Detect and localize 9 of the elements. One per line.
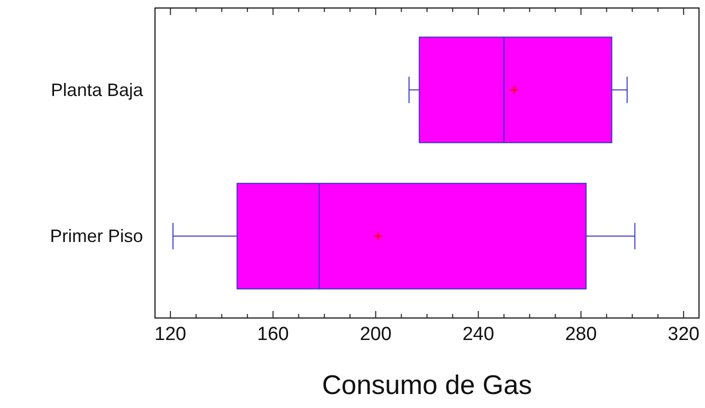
x-tick-label: 320 bbox=[668, 324, 700, 345]
x-tick-label: 240 bbox=[462, 324, 494, 345]
x-tick-label: 280 bbox=[565, 324, 597, 345]
y-tick-label: Planta Baja bbox=[50, 80, 144, 100]
x-tick-label: 160 bbox=[257, 324, 289, 345]
x-tick-label: 120 bbox=[154, 324, 186, 345]
x-axis-title: Consumo de Gas bbox=[322, 370, 532, 400]
y-tick-label: Primer Piso bbox=[50, 226, 143, 246]
x-tick-label: 200 bbox=[360, 324, 392, 345]
